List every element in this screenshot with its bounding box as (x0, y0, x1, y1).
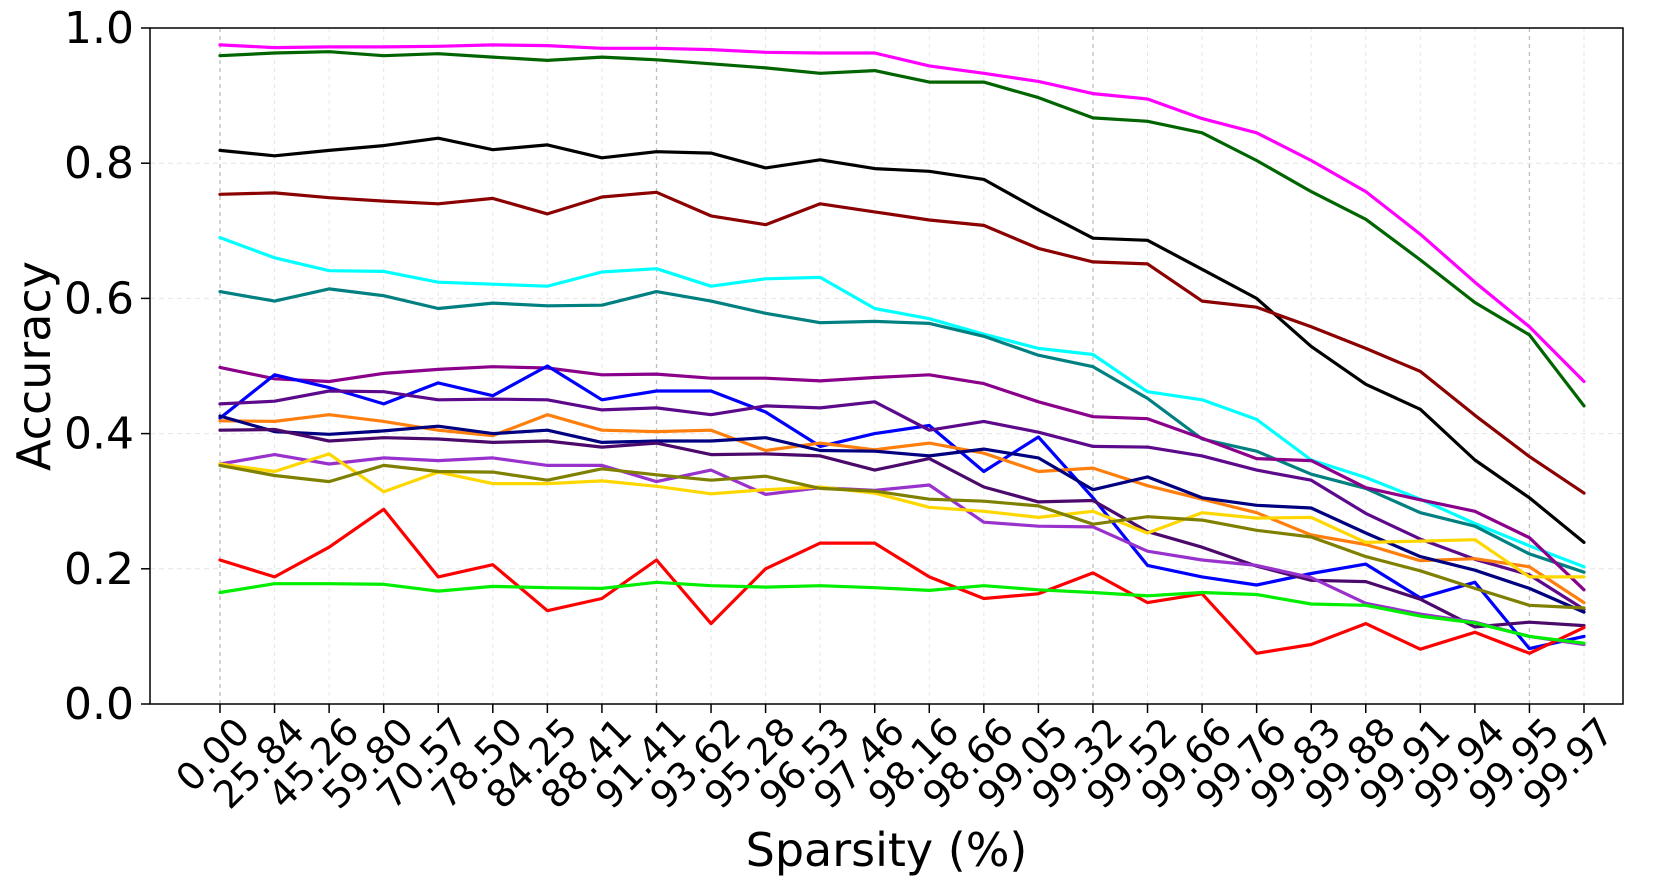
series-line-3 (218, 136, 1586, 545)
series-line-16 (218, 507, 1586, 655)
series-layer (218, 43, 1586, 655)
y-tick-label: 0.8 (64, 138, 134, 189)
series-line-6 (218, 287, 1586, 574)
plot-frame (149, 27, 1624, 705)
x-axis-ticks: 0.0025.8445.2659.8070.5778.5084.2588.419… (167, 704, 1622, 817)
series-line-13 (218, 453, 1586, 647)
y-axis-ticks: 0.0 0.2 0.4 0.6 0.8 1.0 (64, 3, 150, 730)
series-line-10 (218, 413, 1586, 605)
series-line-2 (218, 50, 1586, 408)
y-tick-label: 1.0 (64, 3, 134, 54)
series-line-9 (218, 389, 1586, 612)
y-axis-label: Accuracy (7, 261, 61, 471)
series-line-15 (218, 463, 1586, 610)
y-tick-label: 0.2 (64, 544, 134, 595)
x-axis-label: Sparsity (%) (746, 823, 1028, 877)
series-line-5 (218, 236, 1586, 569)
grid-layer (150, 27, 1623, 705)
series-line-17 (218, 580, 1586, 645)
series-line-4 (218, 190, 1586, 495)
series-line-11 (218, 414, 1586, 614)
series-line-12 (218, 427, 1586, 629)
series-line-14 (218, 452, 1586, 579)
y-tick-label: 0.0 (64, 679, 134, 730)
y-tick-label: 0.4 (64, 409, 134, 460)
y-tick-label: 0.6 (64, 273, 134, 324)
series-line-1 (218, 43, 1586, 384)
series-line-8 (218, 364, 1586, 651)
series-line-7 (218, 365, 1586, 592)
